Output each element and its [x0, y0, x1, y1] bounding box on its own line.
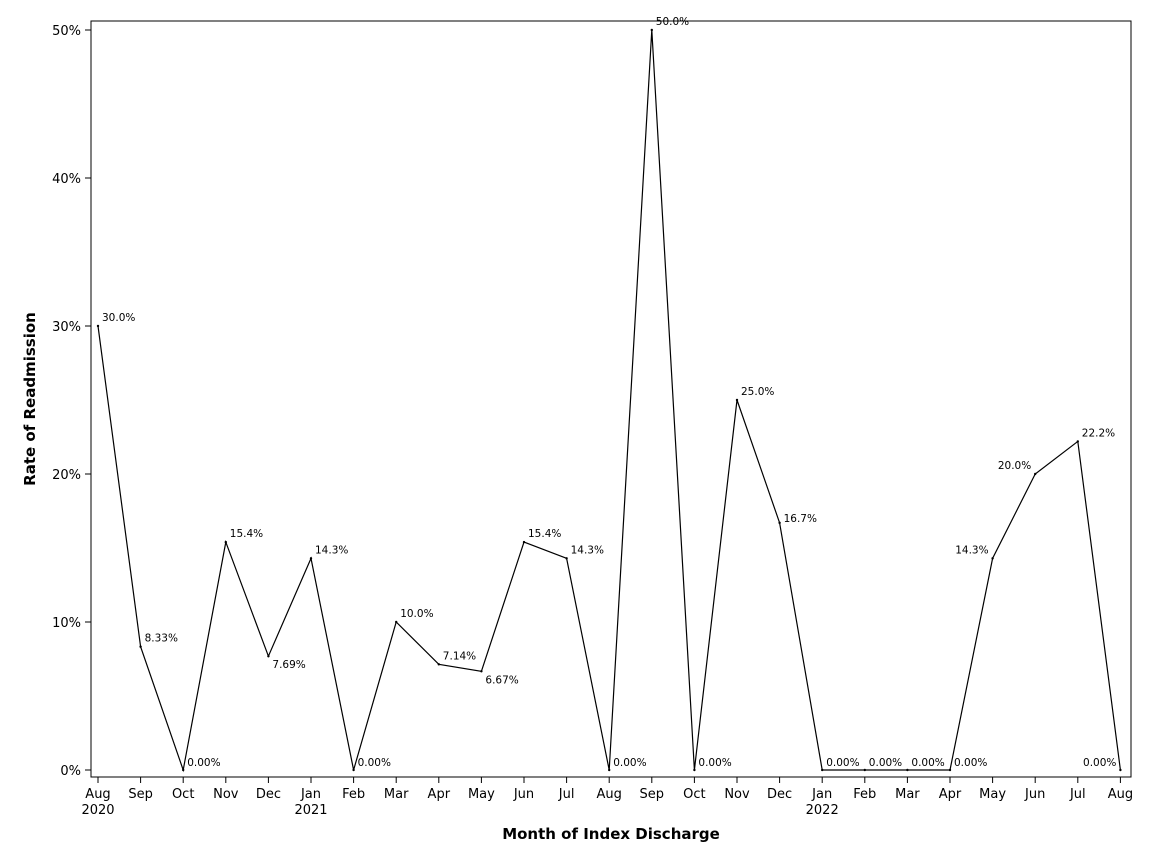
x-tick-label: Dec — [767, 787, 792, 802]
data-label: 14.3% — [571, 544, 604, 556]
x-year-label: 2022 — [806, 803, 839, 818]
data-point — [1119, 768, 1122, 772]
x-tick-label: Jun — [1024, 787, 1045, 802]
x-tick-label: Apr — [428, 787, 451, 802]
y-axis-title: Rate of Readmission — [21, 312, 39, 486]
x-tick-label: Jan — [300, 787, 321, 802]
data-label: 14.3% — [955, 544, 988, 556]
x-year-label: 2021 — [294, 803, 327, 818]
data-point — [224, 540, 227, 544]
data-label: 0.00% — [869, 757, 902, 769]
x-tick-label: Mar — [384, 787, 409, 802]
plot-area-frame — [90, 20, 1132, 778]
data-label: 50.0% — [656, 16, 689, 28]
data-point — [1034, 472, 1037, 476]
data-point — [735, 398, 739, 402]
data-label: 0.00% — [698, 757, 731, 769]
y-tick-label: 0% — [60, 764, 81, 779]
x-year-label: 2020 — [81, 803, 114, 818]
data-point — [991, 557, 994, 560]
x-tick-label: Apr — [939, 787, 962, 802]
data-point — [948, 768, 952, 772]
data-label: 25.0% — [741, 386, 774, 398]
data-point — [821, 768, 824, 772]
x-tick-label: Jan — [811, 787, 832, 802]
data-label: 7.69% — [272, 659, 305, 671]
y-tick-label: 40% — [52, 172, 81, 187]
data-label: 0.00% — [187, 757, 220, 769]
series-group — [96, 28, 1122, 773]
data-label: 0.00% — [613, 757, 646, 769]
data-point — [437, 663, 440, 666]
data-label: 7.14% — [443, 650, 476, 662]
data-labels-group: 30.0% 8.33% 0.00% 15.4% 7.69% 14.3% 0.00% 10.0%… — [102, 16, 1116, 769]
x-tick-label: Sep — [128, 787, 153, 802]
x-tick-label: Sep — [640, 787, 665, 802]
data-point — [139, 645, 142, 648]
x-tick-label: Aug — [597, 787, 622, 802]
data-label: 6.67% — [485, 674, 518, 686]
data-label: 30.0% — [102, 312, 135, 324]
x-tick-label: May — [979, 787, 1006, 802]
series-line — [97, 29, 1121, 773]
data-point — [267, 654, 270, 658]
x-tick-label: Oct — [683, 787, 705, 802]
x-tick-label: Feb — [342, 787, 365, 802]
data-label: 20.0% — [998, 460, 1031, 472]
data-point — [608, 768, 611, 772]
x-tick-label: Mar — [895, 787, 920, 802]
data-label: 16.7% — [784, 513, 817, 525]
data-point — [352, 768, 355, 772]
data-point — [1076, 440, 1080, 443]
x-tick-label: Feb — [853, 787, 876, 802]
data-label: 10.0% — [400, 608, 433, 620]
data-point — [693, 768, 696, 772]
data-label: 14.3% — [315, 544, 348, 556]
x-tick-label: Jul — [558, 787, 575, 802]
data-label: 15.4% — [230, 528, 263, 540]
x-tick-label: Nov — [724, 787, 750, 802]
data-point — [906, 768, 909, 772]
x-tick-label: Jun — [513, 787, 534, 802]
y-tick-label: 10% — [52, 616, 81, 631]
data-point — [395, 620, 398, 624]
data-point — [182, 768, 185, 772]
data-label: 22.2% — [1082, 427, 1115, 439]
y-axis: 0% 10% 20% 30% 40% 50% — [52, 24, 91, 779]
data-point — [96, 324, 100, 328]
data-point — [480, 670, 483, 673]
x-tick-label: Oct — [172, 787, 194, 802]
x-tick-label: Aug — [1108, 787, 1133, 802]
data-label: 15.4% — [528, 528, 561, 540]
data-point — [863, 768, 866, 772]
data-label: 8.33% — [145, 633, 178, 645]
data-point — [778, 521, 781, 525]
data-point — [565, 557, 568, 560]
x-tick-label: Aug — [85, 787, 110, 802]
y-tick-label: 20% — [52, 468, 81, 483]
y-tick-label: 50% — [52, 24, 81, 39]
data-point — [309, 557, 313, 560]
x-tick-label: May — [468, 787, 495, 802]
data-label: 0.00% — [954, 757, 987, 769]
data-point — [650, 28, 653, 32]
x-axis-title: Month of Index Discharge — [502, 825, 720, 843]
data-label: 0.00% — [358, 757, 391, 769]
data-point — [522, 540, 526, 544]
data-label: 0.00% — [911, 757, 944, 769]
x-tick-label: Nov — [213, 787, 239, 802]
data-label: 0.00% — [826, 757, 859, 769]
x-tick-label: Jul — [1069, 787, 1086, 802]
x-tick-label: Dec — [256, 787, 281, 802]
data-label: 0.00% — [1083, 757, 1116, 769]
y-tick-label: 30% — [52, 320, 81, 335]
